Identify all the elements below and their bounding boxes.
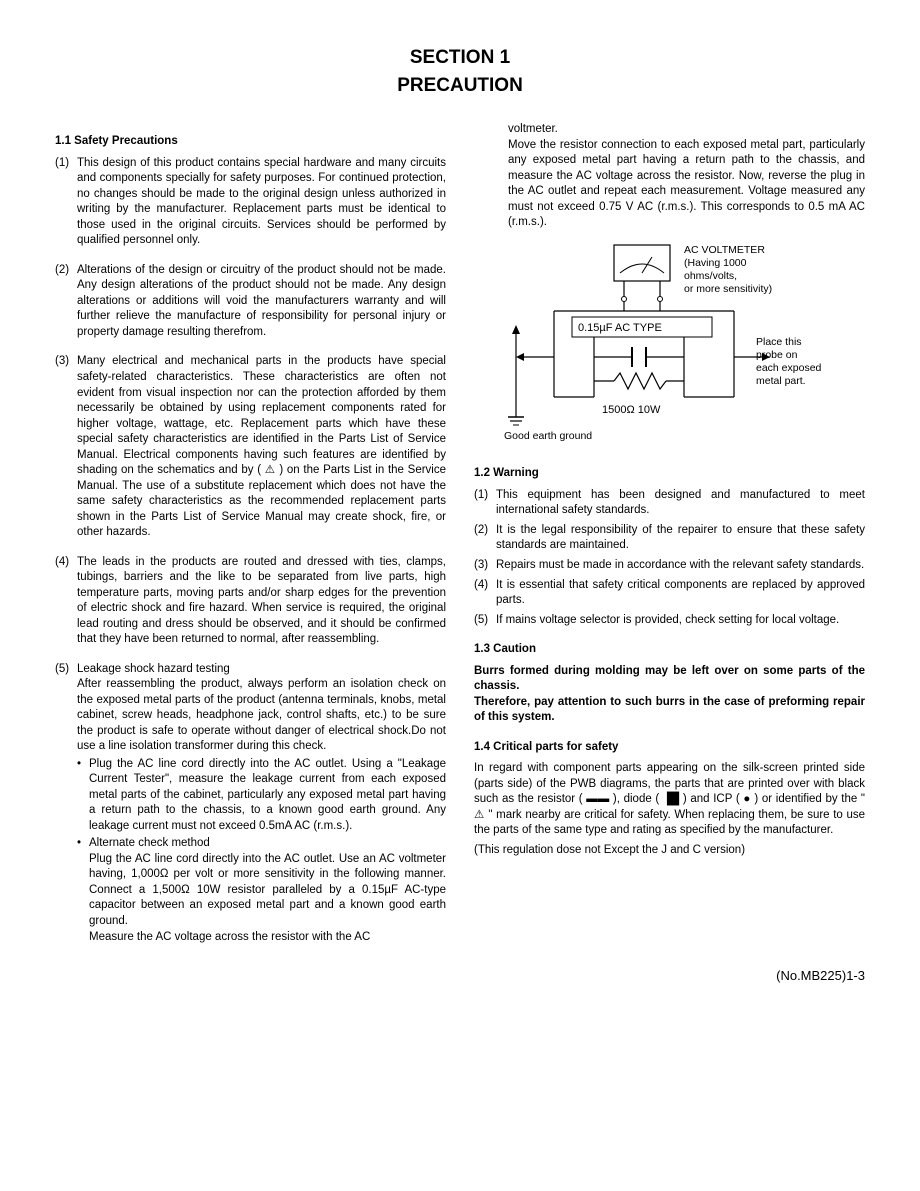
bullet-1: • Plug the AC line cord directly into th…	[77, 757, 446, 835]
resistor-label: 1500Ω 10W	[602, 404, 661, 416]
warn-2: (2)It is the legal responsibility of the…	[474, 523, 865, 554]
resistor-icon	[614, 373, 666, 389]
bullet-body-2: Measure the AC voltage across the resist…	[89, 931, 370, 943]
item-text: Leakage shock hazard testing After reass…	[77, 662, 446, 945]
body-text: After reassembling the product, always p…	[77, 678, 446, 752]
warn-3: (3)Repairs must be made in accordance wi…	[474, 558, 865, 574]
caution-line-2: Therefore, pay attention to such burrs i…	[474, 696, 865, 724]
bullet-marker: •	[77, 836, 89, 945]
bullet-2: • Alternate check method Plug the AC lin…	[77, 836, 446, 945]
item-number: (5)	[474, 613, 496, 629]
item-text: It is the legal responsibility of the re…	[496, 523, 865, 554]
item-text: Repairs must be made in accordance with …	[496, 558, 865, 574]
circuit-diagram: AC VOLTMETER (Having 1000 ohms/volts, or…	[474, 237, 865, 453]
item-text: Alterations of the design or circuitry o…	[77, 263, 446, 341]
page-footer: (No.MB225)1-3	[55, 967, 865, 985]
voltmeter-sub-1: (Having 1000	[684, 257, 747, 269]
caution-body: Burrs formed during molding may be left …	[474, 664, 865, 726]
item-number: (3)	[55, 354, 77, 540]
para-1-1-5: (5) Leakage shock hazard testing After r…	[55, 662, 446, 945]
item-text: The leads in the products are routed and…	[77, 555, 446, 648]
heading-1-1: 1.1 Safety Precautions	[55, 134, 446, 150]
para-1-1-1: (1) This design of this product contains…	[55, 156, 446, 249]
voltmeter-box	[614, 245, 670, 281]
probe-label-4: metal part.	[756, 375, 806, 387]
bullet-body: Plug the AC line cord directly into the …	[89, 853, 446, 927]
item-text: This design of this product contains spe…	[77, 156, 446, 249]
warn-1: (1)This equipment has been designed and …	[474, 488, 865, 519]
cont-2: Move the resistor connection to each exp…	[508, 139, 865, 229]
continuation-text: voltmeter. Move the resistor connection …	[508, 122, 865, 231]
bullet-text: Alternate check method Plug the AC line …	[89, 836, 446, 945]
section-title: PRECAUTION	[55, 73, 865, 99]
lead-text: Leakage shock hazard testing	[77, 663, 230, 675]
item-number: (5)	[55, 662, 77, 945]
warn-4: (4)It is essential that safety critical …	[474, 578, 865, 609]
critical-note: (This regulation dose not Except the J a…	[474, 843, 865, 859]
item-text: If mains voltage selector is provided, c…	[496, 613, 865, 629]
voltmeter-label: AC VOLTMETER	[684, 244, 765, 256]
item-number: (1)	[55, 156, 77, 249]
item-number: (1)	[474, 488, 496, 519]
item-number: (2)	[474, 523, 496, 554]
item-number: (2)	[55, 263, 77, 341]
bullet-marker: •	[77, 757, 89, 835]
warn-5: (5)If mains voltage selector is provided…	[474, 613, 865, 629]
section-number: SECTION 1	[55, 45, 865, 71]
item-number: (3)	[474, 558, 496, 574]
item-number: (4)	[474, 578, 496, 609]
item-text: It is essential that safety critical com…	[496, 578, 865, 609]
probe-label-1: Place this	[756, 336, 802, 348]
ground-label: Good earth ground	[504, 430, 592, 442]
item-text: Many electrical and mechanical parts in …	[77, 354, 446, 540]
cap-label: 0.15µF AC TYPE	[578, 322, 662, 334]
voltmeter-sub-3: or more sensitivity)	[684, 283, 772, 295]
cont-1: voltmeter.	[508, 123, 558, 135]
item-number: (4)	[55, 555, 77, 648]
para-1-1-4: (4) The leads in the products are routed…	[55, 555, 446, 648]
heading-1-2: 1.2 Warning	[474, 466, 865, 482]
bullet-lead: Alternate check method	[89, 837, 210, 849]
para-1-1-2: (2) Alterations of the design or circuit…	[55, 263, 446, 341]
probe-label-3: each exposed	[756, 362, 822, 374]
right-column: voltmeter. Move the resistor connection …	[474, 122, 865, 947]
heading-1-4: 1.4 Critical parts for safety	[474, 740, 865, 756]
content-columns: 1.1 Safety Precautions (1) This design o…	[55, 122, 865, 947]
bullet-text: Plug the AC line cord directly into the …	[89, 757, 446, 835]
meter-arc	[620, 264, 664, 273]
voltmeter-sub-2: ohms/volts,	[684, 270, 737, 282]
caution-line-1: Burrs formed during molding may be left …	[474, 665, 865, 693]
heading-1-3: 1.3 Caution	[474, 642, 865, 658]
critical-body: In regard with component parts appearing…	[474, 761, 865, 839]
item-text: This equipment has been designed and man…	[496, 488, 865, 519]
left-column: 1.1 Safety Precautions (1) This design o…	[55, 122, 446, 947]
probe-label-2: probe on	[756, 349, 798, 361]
para-1-1-3: (3) Many electrical and mechanical parts…	[55, 354, 446, 540]
